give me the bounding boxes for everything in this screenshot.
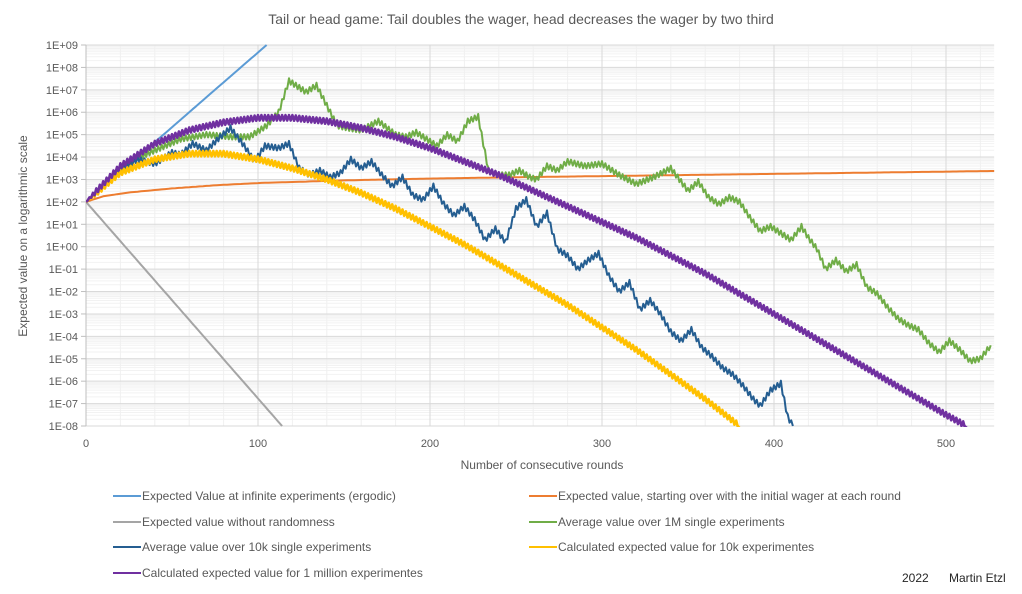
minor-gridlines [86,45,995,426]
legend-label: Expected value, starting over with the i… [558,489,901,503]
y-tick-label: 1E+09 [46,40,78,52]
chart-title: Tail or head game: Tail doubles the wage… [268,11,774,27]
series-line-5 [86,149,741,427]
legend-label: Expected Value at infinite experiments (… [142,489,396,503]
y-tick-label: 1E+03 [46,174,78,186]
y-tick-label: 1E+05 [46,130,78,142]
y-tick-label: 1E+04 [46,152,78,164]
x-tick-label: 400 [765,438,783,450]
series-line-1 [86,170,995,203]
y-tick-label: 1E-02 [49,287,78,299]
legend-item: Average value over 10k single experiment… [113,540,371,554]
legend-label: Calculated expected value for 1 million … [142,566,423,580]
series-line-6 [86,113,968,427]
legend-item: Expected value without randomness [113,515,335,529]
legend-label: Average value over 10k single experiment… [142,540,371,554]
y-tick-label: 1E+08 [46,62,78,74]
y-axis-ticks: 1E+09 1E+08 1E+07 1E+06 1E+05 1E+04 1E+03 1E+02… [46,40,86,433]
legend-item: Expected Value at infinite experiments (… [113,489,396,503]
x-axis-label: Number of consecutive rounds [461,458,624,472]
x-tick-label: 100 [249,438,267,450]
legend-item: Average value over 1M single experiments [529,515,785,529]
major-gridlines [85,44,995,427]
y-tick-label: 1E-03 [49,309,78,321]
y-tick-label: 1E-04 [49,331,78,343]
y-tick-label: 1E+06 [46,107,78,119]
legend-label: Expected value without randomness [142,515,335,529]
y-tick-label: 1E+07 [46,85,78,97]
series-line-2 [86,201,283,427]
credit-year: 2022 [902,571,929,585]
x-tick-label: 500 [937,438,955,450]
legend-label: Average value over 1M single experiments [558,515,785,529]
y-axis-label: Expected value on a logarithmic scale [16,135,30,337]
y-tick-label: 1E+00 [46,242,78,254]
credit-author: Martin Etzl [949,571,1006,585]
legend-item: Calculated expected value for 1 million … [113,566,423,580]
y-tick-label: 1E-08 [49,421,78,433]
x-tick-label: 300 [593,438,611,450]
legend-item: Expected value, starting over with the i… [529,489,901,503]
y-tick-label: 1E-07 [49,399,78,411]
x-tick-label: 0 [83,438,89,450]
y-tick-label: 1E+02 [46,197,78,209]
x-axis-ticks: 0 100 200 300 400 500 [83,438,955,450]
x-tick-label: 200 [421,438,439,450]
legend: Expected Value at infinite experiments (… [113,489,901,580]
series-line-4 [86,124,794,427]
legend-label: Calculated expected value for 10k experi… [558,540,814,554]
y-tick-label: 1E-05 [49,354,78,366]
legend-item: Calculated expected value for 10k experi… [529,540,814,554]
series-group [86,44,995,427]
y-tick-label: 1E-01 [49,264,78,276]
y-tick-label: 1E+01 [46,219,78,231]
y-tick-label: 1E-06 [49,376,78,388]
